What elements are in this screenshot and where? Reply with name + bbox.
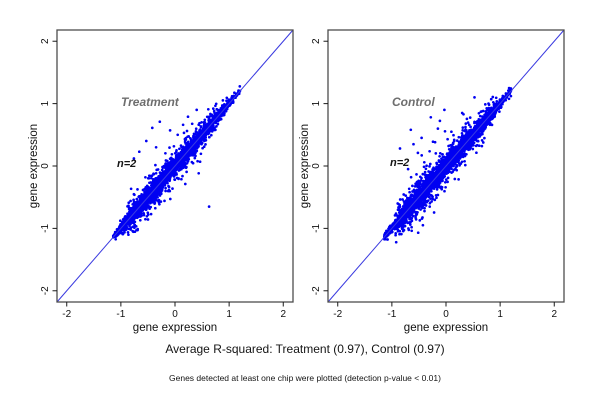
- y-axis-label-treatment: gene expression: [28, 124, 40, 208]
- panel-label-treatment: Treatment: [121, 95, 180, 109]
- y-tick-label: 2: [311, 38, 322, 44]
- n-annotation-treatment: n=2: [117, 158, 136, 170]
- scatter-points-control: [382, 86, 513, 244]
- scatter-layer-treatment: -2 -2 -1 -1 0 0 1 1 2 2: [40, 29, 294, 320]
- y-tick-label: 0: [40, 163, 51, 169]
- panel-control: -2 -2 -1 -1 0 0 1 1 2 2 Control n=2 gene expressi…: [299, 29, 565, 334]
- y-tick-label: 2: [40, 38, 51, 44]
- x-tick-label: -2: [62, 309, 71, 320]
- y-tick-label: -2: [311, 286, 322, 295]
- scatter-layer-control: -2 -2 -1 -1 0 0 1 1 2 2: [311, 29, 565, 320]
- figure-title: Average R-squared: Treatment (0.97), Con…: [165, 342, 444, 356]
- x-axis-label-control: gene expression: [404, 322, 488, 334]
- x-tick-label: 1: [226, 309, 232, 320]
- x-tick-label: 0: [443, 309, 449, 320]
- y-tick-label: 1: [311, 100, 322, 106]
- x-tick-label: 2: [280, 309, 286, 320]
- panel-treatment: -2 -2 -1 -1 0 0 1 1 2 2 Treatment n=2 gene expres…: [28, 29, 294, 334]
- y-tick-label: -1: [40, 224, 51, 233]
- x-tick-label: 2: [551, 309, 557, 320]
- x-tick-label: 0: [172, 309, 178, 320]
- x-axis-label-treatment: gene expression: [133, 322, 217, 334]
- figure-footnote: Genes detected at least one chip were pl…: [169, 373, 441, 383]
- identity-line: [56, 29, 294, 303]
- x-tick-label: -1: [387, 309, 396, 320]
- y-tick-label: -2: [40, 286, 51, 295]
- panel-label-control: Control: [392, 95, 435, 109]
- y-tick-label: 0: [311, 163, 322, 169]
- y-tick-label: 1: [40, 100, 51, 106]
- x-tick-label: -1: [116, 309, 125, 320]
- y-tick-label: -1: [311, 224, 322, 233]
- identity-line: [327, 29, 565, 303]
- x-tick-label: 1: [497, 309, 503, 320]
- x-tick-label: -2: [333, 309, 342, 320]
- y-axis-label-control: gene expression: [299, 124, 311, 208]
- n-annotation-control: n=2: [390, 157, 409, 169]
